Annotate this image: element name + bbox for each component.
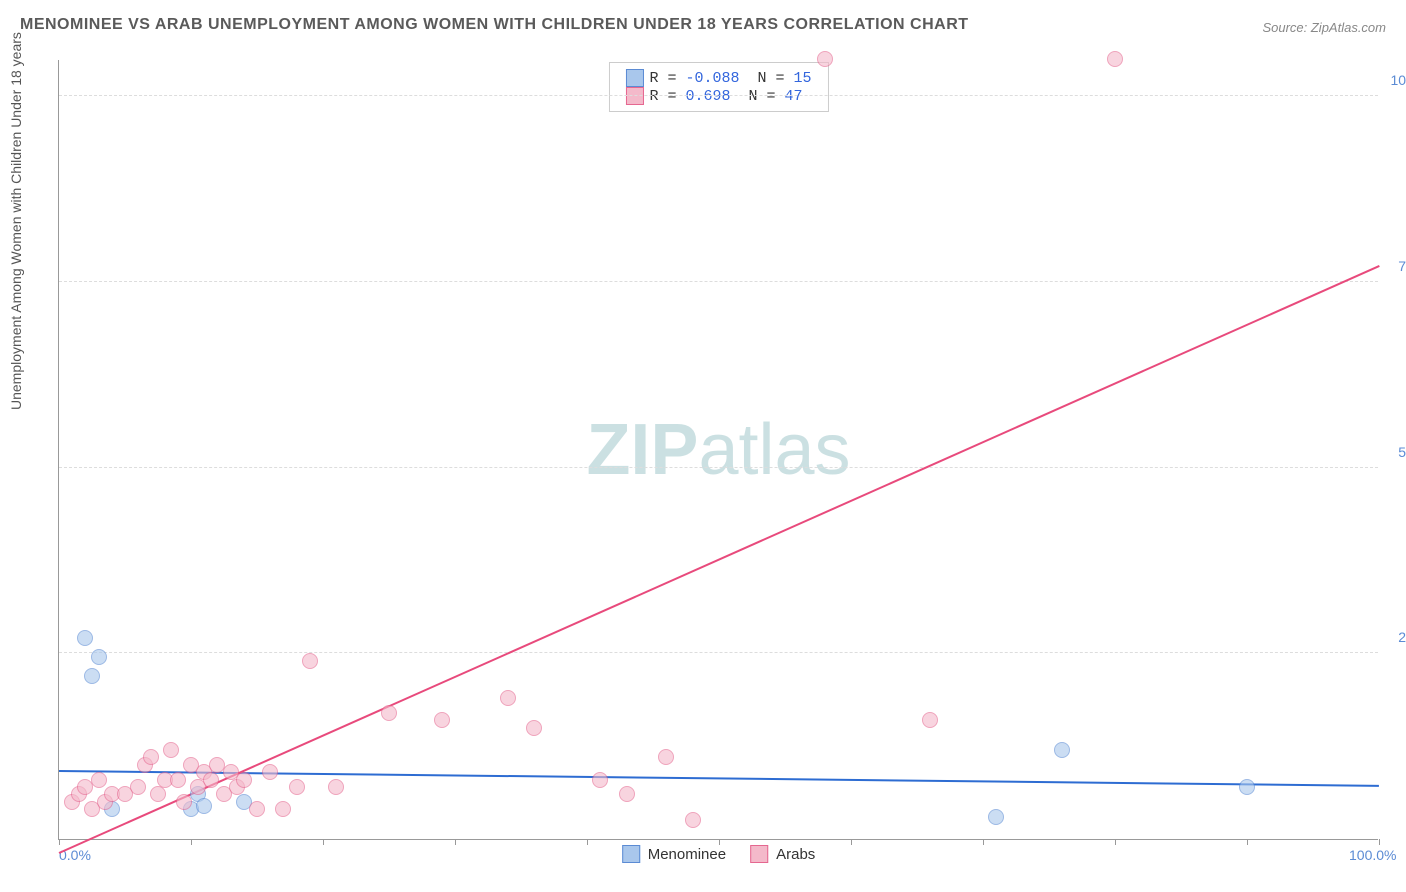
legend-label: Menominee xyxy=(648,846,726,863)
marker-arabs xyxy=(130,779,146,795)
marker-arabs xyxy=(658,749,674,765)
chart-title: MENOMINEE VS ARAB UNEMPLOYMENT AMONG WOM… xyxy=(20,16,969,34)
y-tick-label: 75.0% xyxy=(1398,258,1406,274)
marker-arabs xyxy=(381,705,397,721)
marker-arabs xyxy=(302,653,318,669)
marker-menominee xyxy=(1239,779,1255,795)
marker-arabs xyxy=(262,764,278,780)
marker-arabs xyxy=(249,801,265,817)
legend-row-menominee: R = -0.088 N = 15 xyxy=(625,69,811,87)
correlation-legend: R = -0.088 N = 15R = 0.698 N = 47 xyxy=(608,62,828,112)
x-tick xyxy=(851,839,852,845)
marker-menominee xyxy=(77,630,93,646)
x-tick xyxy=(1115,839,1116,845)
marker-arabs xyxy=(619,786,635,802)
source-prefix: Source: xyxy=(1262,20,1310,35)
x-tick xyxy=(59,839,60,845)
legend-stats: R = -0.088 N = 15 xyxy=(649,70,811,87)
x-tick xyxy=(983,839,984,845)
watermark: ZIPatlas xyxy=(586,409,850,491)
legend-swatch xyxy=(625,69,643,87)
marker-menominee xyxy=(988,809,1004,825)
x-tick xyxy=(191,839,192,845)
y-axis-label: Unemployment Among Women with Children U… xyxy=(8,32,24,410)
x-tick xyxy=(455,839,456,845)
gridline-h xyxy=(59,281,1378,282)
marker-arabs xyxy=(170,772,186,788)
source-attribution: Source: ZipAtlas.com xyxy=(1262,20,1386,35)
marker-arabs xyxy=(150,786,166,802)
marker-arabs xyxy=(176,794,192,810)
gridline-h xyxy=(59,95,1378,96)
trend-line-arabs xyxy=(59,265,1380,854)
marker-arabs xyxy=(1107,51,1123,67)
marker-arabs xyxy=(275,801,291,817)
marker-arabs xyxy=(592,772,608,788)
watermark-bold: ZIP xyxy=(586,410,698,490)
marker-arabs xyxy=(143,749,159,765)
marker-arabs xyxy=(434,712,450,728)
marker-arabs xyxy=(526,720,542,736)
x-tick xyxy=(1379,839,1380,845)
gridline-h xyxy=(59,467,1378,468)
x-tick xyxy=(587,839,588,845)
x-tick xyxy=(323,839,324,845)
marker-menominee xyxy=(1054,742,1070,758)
marker-arabs xyxy=(289,779,305,795)
marker-arabs xyxy=(203,772,219,788)
y-tick-label: 25.0% xyxy=(1398,629,1406,645)
legend-swatch xyxy=(622,845,640,863)
series-legend: Menominee Arabs xyxy=(622,845,816,863)
watermark-light: atlas xyxy=(698,410,850,490)
marker-arabs xyxy=(922,712,938,728)
marker-menominee xyxy=(91,649,107,665)
y-tick-label: 100.0% xyxy=(1391,72,1406,88)
legend-item-menominee: Menominee xyxy=(622,845,726,863)
legend-swatch xyxy=(750,845,768,863)
x-tick-label: 100.0% xyxy=(1349,847,1396,863)
marker-arabs xyxy=(685,812,701,828)
marker-arabs xyxy=(328,779,344,795)
marker-arabs xyxy=(163,742,179,758)
marker-arabs xyxy=(91,772,107,788)
plot-area: ZIPatlas R = -0.088 N = 15R = 0.698 N = … xyxy=(58,60,1378,840)
gridline-h xyxy=(59,652,1378,653)
y-tick-label: 50.0% xyxy=(1398,444,1406,460)
trend-line-menominee xyxy=(59,770,1379,787)
x-tick xyxy=(1247,839,1248,845)
marker-menominee xyxy=(84,668,100,684)
legend-item-arabs: Arabs xyxy=(750,845,815,863)
marker-arabs xyxy=(500,690,516,706)
marker-menominee xyxy=(196,798,212,814)
marker-arabs xyxy=(236,772,252,788)
x-tick xyxy=(719,839,720,845)
marker-arabs xyxy=(817,51,833,67)
legend-label: Arabs xyxy=(776,846,815,863)
source-name: ZipAtlas.com xyxy=(1311,20,1386,35)
